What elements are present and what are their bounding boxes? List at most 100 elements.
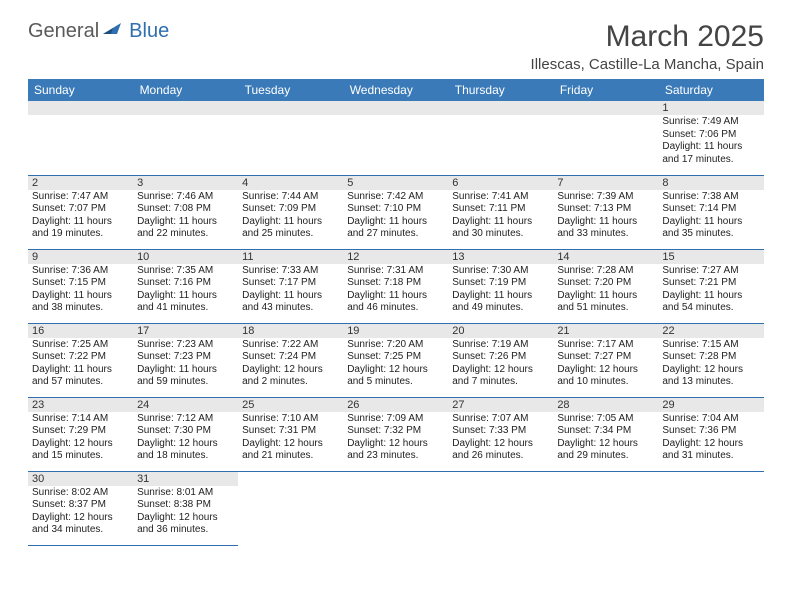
daylight-line: Daylight: 12 hours and 13 minutes.	[662, 364, 759, 389]
calendar-day: 18Sunrise: 7:22 AMSunset: 7:24 PMDayligh…	[238, 323, 343, 397]
sunset-line: Sunset: 8:37 PM	[32, 499, 129, 512]
day-number: 3	[133, 176, 238, 190]
calendar-day: 3Sunrise: 7:46 AMSunset: 7:08 PMDaylight…	[133, 175, 238, 249]
sunset-line: Sunset: 7:08 PM	[137, 203, 234, 216]
weekday-header: Saturday	[658, 79, 763, 101]
calendar-day: 19Sunrise: 7:20 AMSunset: 7:25 PMDayligh…	[343, 323, 448, 397]
day-details: Sunrise: 7:07 AMSunset: 7:33 PMDaylight:…	[448, 412, 553, 465]
sunset-line: Sunset: 7:06 PM	[662, 129, 759, 142]
logo-text-blue: Blue	[129, 20, 169, 43]
day-number: 15	[658, 250, 763, 264]
month-title: March 2025	[531, 20, 764, 54]
day-details: Sunrise: 7:15 AMSunset: 7:28 PMDaylight:…	[658, 338, 763, 391]
sunrise-line: Sunrise: 7:33 AM	[242, 265, 339, 278]
calendar-empty	[238, 471, 343, 545]
calendar-day: 11Sunrise: 7:33 AMSunset: 7:17 PMDayligh…	[238, 249, 343, 323]
day-number: 29	[658, 398, 763, 412]
calendar-day: 17Sunrise: 7:23 AMSunset: 7:23 PMDayligh…	[133, 323, 238, 397]
daylight-line: Daylight: 12 hours and 15 minutes.	[32, 438, 129, 463]
sunset-line: Sunset: 7:25 PM	[347, 351, 444, 364]
weekday-header: Sunday	[28, 79, 133, 101]
sunset-line: Sunset: 7:17 PM	[242, 277, 339, 290]
day-number: 27	[448, 398, 553, 412]
daylight-line: Daylight: 12 hours and 31 minutes.	[662, 438, 759, 463]
sunset-line: Sunset: 7:20 PM	[557, 277, 654, 290]
daylight-line: Daylight: 11 hours and 19 minutes.	[32, 216, 129, 241]
sunset-line: Sunset: 7:14 PM	[662, 203, 759, 216]
calendar-day: 28Sunrise: 7:05 AMSunset: 7:34 PMDayligh…	[553, 397, 658, 471]
daylight-line: Daylight: 11 hours and 59 minutes.	[137, 364, 234, 389]
sunset-line: Sunset: 7:18 PM	[347, 277, 444, 290]
day-number: 30	[28, 472, 133, 486]
daylight-line: Daylight: 11 hours and 54 minutes.	[662, 290, 759, 315]
title-block: March 2025 Illescas, Castille-La Mancha,…	[531, 20, 764, 73]
calendar-empty	[343, 101, 448, 175]
weekday-header: Thursday	[448, 79, 553, 101]
sunset-line: Sunset: 7:36 PM	[662, 425, 759, 438]
calendar-day: 20Sunrise: 7:19 AMSunset: 7:26 PMDayligh…	[448, 323, 553, 397]
calendar-day: 5Sunrise: 7:42 AMSunset: 7:10 PMDaylight…	[343, 175, 448, 249]
day-number: 26	[343, 398, 448, 412]
day-details: Sunrise: 7:04 AMSunset: 7:36 PMDaylight:…	[658, 412, 763, 465]
daylight-line: Daylight: 11 hours and 35 minutes.	[662, 216, 759, 241]
day-number: 20	[448, 324, 553, 338]
sunrise-line: Sunrise: 7:47 AM	[32, 191, 129, 204]
day-details: Sunrise: 7:05 AMSunset: 7:34 PMDaylight:…	[553, 412, 658, 465]
sunrise-line: Sunrise: 7:05 AM	[557, 413, 654, 426]
daylight-line: Daylight: 11 hours and 51 minutes.	[557, 290, 654, 315]
calendar-empty	[553, 471, 658, 545]
day-details: Sunrise: 7:23 AMSunset: 7:23 PMDaylight:…	[133, 338, 238, 391]
daylight-line: Daylight: 12 hours and 21 minutes.	[242, 438, 339, 463]
day-details: Sunrise: 7:27 AMSunset: 7:21 PMDaylight:…	[658, 264, 763, 317]
calendar-row: 23Sunrise: 7:14 AMSunset: 7:29 PMDayligh…	[28, 397, 764, 471]
daylight-line: Daylight: 12 hours and 10 minutes.	[557, 364, 654, 389]
day-details: Sunrise: 8:01 AMSunset: 8:38 PMDaylight:…	[133, 486, 238, 539]
daylight-line: Daylight: 12 hours and 5 minutes.	[347, 364, 444, 389]
calendar-empty	[343, 471, 448, 545]
sunset-line: Sunset: 7:28 PM	[662, 351, 759, 364]
day-details: Sunrise: 7:22 AMSunset: 7:24 PMDaylight:…	[238, 338, 343, 391]
empty-bar	[343, 101, 448, 115]
calendar-day: 23Sunrise: 7:14 AMSunset: 7:29 PMDayligh…	[28, 397, 133, 471]
daylight-line: Daylight: 12 hours and 26 minutes.	[452, 438, 549, 463]
location: Illescas, Castille-La Mancha, Spain	[531, 56, 764, 73]
day-number: 28	[553, 398, 658, 412]
sunrise-line: Sunrise: 7:38 AM	[662, 191, 759, 204]
daylight-line: Daylight: 11 hours and 30 minutes.	[452, 216, 549, 241]
sunset-line: Sunset: 7:32 PM	[347, 425, 444, 438]
sunrise-line: Sunrise: 7:22 AM	[242, 339, 339, 352]
sunset-line: Sunset: 7:13 PM	[557, 203, 654, 216]
calendar-day: 29Sunrise: 7:04 AMSunset: 7:36 PMDayligh…	[658, 397, 763, 471]
calendar-day: 27Sunrise: 7:07 AMSunset: 7:33 PMDayligh…	[448, 397, 553, 471]
sunrise-line: Sunrise: 7:46 AM	[137, 191, 234, 204]
calendar-day: 25Sunrise: 7:10 AMSunset: 7:31 PMDayligh…	[238, 397, 343, 471]
day-number: 1	[658, 101, 763, 115]
calendar-day: 24Sunrise: 7:12 AMSunset: 7:30 PMDayligh…	[133, 397, 238, 471]
sunrise-line: Sunrise: 8:01 AM	[137, 487, 234, 500]
daylight-line: Daylight: 11 hours and 43 minutes.	[242, 290, 339, 315]
empty-bar	[553, 101, 658, 115]
daylight-line: Daylight: 11 hours and 33 minutes.	[557, 216, 654, 241]
day-details: Sunrise: 7:17 AMSunset: 7:27 PMDaylight:…	[553, 338, 658, 391]
day-details: Sunrise: 7:47 AMSunset: 7:07 PMDaylight:…	[28, 190, 133, 243]
sunrise-line: Sunrise: 7:25 AM	[32, 339, 129, 352]
sunrise-line: Sunrise: 7:31 AM	[347, 265, 444, 278]
day-number: 21	[553, 324, 658, 338]
sunrise-line: Sunrise: 7:23 AM	[137, 339, 234, 352]
day-details: Sunrise: 7:35 AMSunset: 7:16 PMDaylight:…	[133, 264, 238, 317]
day-number: 2	[28, 176, 133, 190]
empty-bar	[238, 101, 343, 115]
day-details: Sunrise: 7:36 AMSunset: 7:15 PMDaylight:…	[28, 264, 133, 317]
logo-text-general: General	[28, 20, 99, 43]
weekday-header: Monday	[133, 79, 238, 101]
daylight-line: Daylight: 11 hours and 46 minutes.	[347, 290, 444, 315]
sunrise-line: Sunrise: 7:19 AM	[452, 339, 549, 352]
calendar-empty	[28, 101, 133, 175]
calendar-empty	[133, 101, 238, 175]
sunrise-line: Sunrise: 7:44 AM	[242, 191, 339, 204]
weekday-header: Wednesday	[343, 79, 448, 101]
calendar-day: 2Sunrise: 7:47 AMSunset: 7:07 PMDaylight…	[28, 175, 133, 249]
daylight-line: Daylight: 12 hours and 23 minutes.	[347, 438, 444, 463]
calendar-day: 13Sunrise: 7:30 AMSunset: 7:19 PMDayligh…	[448, 249, 553, 323]
day-number: 31	[133, 472, 238, 486]
